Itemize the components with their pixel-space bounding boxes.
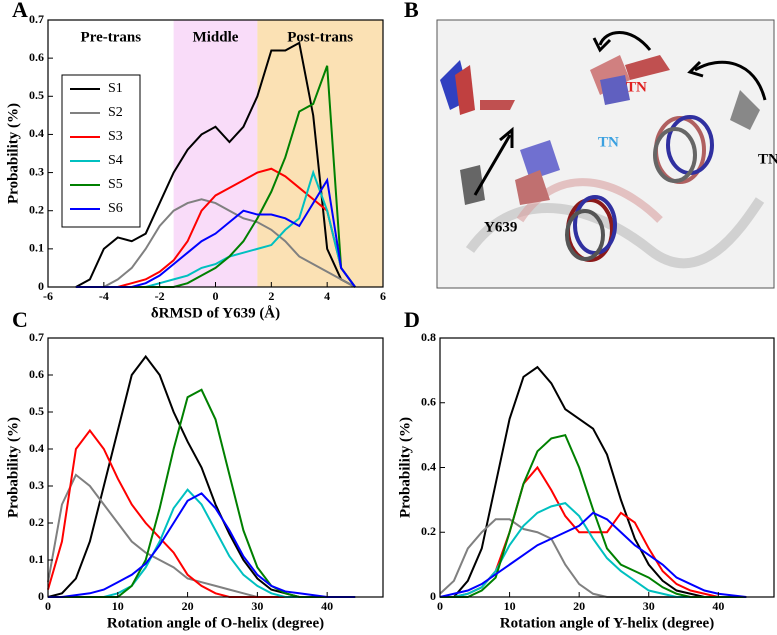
y-tick-label: 0.5	[29, 88, 44, 102]
legend-label: S3	[108, 129, 123, 144]
legend-label: S6	[108, 201, 123, 216]
region-label: Middle	[193, 29, 239, 45]
x-tick-label: 40	[321, 599, 333, 613]
x-tick-label: 10	[112, 599, 124, 613]
series-line	[440, 433, 747, 598]
region-label: Pre-trans	[81, 29, 142, 45]
structure-label: TN	[626, 79, 647, 95]
y-axis-label: Probability (%)	[5, 417, 21, 518]
y-tick-label: 0.6	[421, 395, 436, 409]
y-tick-label: 0	[38, 279, 44, 293]
y-tick-label: 0.3	[29, 478, 44, 492]
y-tick-label: 0.3	[29, 164, 44, 178]
series-line	[48, 488, 356, 598]
region-label: Post-trans	[287, 29, 353, 45]
panel-letter: B	[404, 0, 419, 22]
y-tick-label: 0.8	[421, 330, 436, 344]
x-tick-label: 10	[504, 599, 516, 613]
legend-label: S4	[108, 153, 123, 168]
series-line	[440, 365, 747, 598]
y-tick-label: 0	[38, 589, 44, 603]
series-line	[75, 198, 356, 288]
y-tick-label: 0.2	[421, 524, 436, 538]
x-tick-label: 2	[268, 289, 274, 303]
x-axis-label: Rotation angle of Y-helix (degree)	[500, 615, 714, 631]
x-axis-label: δRMSD of Y639 (Å)	[151, 305, 280, 321]
x-tick-label: 30	[643, 599, 655, 613]
x-tick-label: 40	[712, 599, 724, 613]
structure-label: Y639	[484, 219, 517, 235]
x-tick-label: 0	[45, 599, 51, 613]
panel-b	[436, 19, 775, 289]
y-tick-label: 0.6	[29, 50, 44, 64]
x-tick-label: 0	[213, 289, 219, 303]
structure-label: TN	[598, 134, 619, 150]
x-tick-label: 4	[324, 289, 330, 303]
series-line	[47, 354, 356, 598]
panel-letter: C	[12, 307, 28, 332]
y-tick-label: 0.4	[29, 126, 44, 140]
plot-frame	[47, 337, 384, 598]
ribbon	[465, 197, 765, 269]
legend-label: S2	[108, 105, 123, 120]
arrows	[473, 31, 767, 196]
helices	[565, 115, 714, 262]
legend-label: S5	[108, 177, 123, 192]
x-tick-label: 20	[573, 599, 585, 613]
y-axis-label: Probability (%)	[397, 417, 413, 518]
series-line	[439, 511, 747, 598]
x-tick-label: 0	[437, 599, 443, 613]
panel-letter: A	[12, 0, 28, 22]
x-tick-label: 20	[182, 599, 194, 613]
series-line	[75, 41, 356, 288]
series-line	[48, 492, 356, 598]
y-tick-label: 0.1	[29, 241, 44, 255]
y-tick-label: 0.2	[29, 202, 44, 216]
y-tick-label: 0.1	[29, 552, 44, 566]
panel-letter: D	[404, 307, 420, 332]
x-axis-label: Rotation angle of O-helix (degree)	[107, 615, 324, 631]
y-tick-label: 0.7	[29, 12, 44, 26]
series-line	[75, 167, 356, 288]
x-tick-label: -6	[43, 289, 53, 303]
y-tick-label: 0.7	[29, 330, 44, 344]
x-tick-label: -4	[99, 289, 109, 303]
x-tick-label: 30	[251, 599, 263, 613]
y-tick-label: 0.4	[29, 441, 44, 455]
y-tick-label: 0.5	[29, 404, 44, 418]
y-axis-label: Probability (%)	[5, 103, 21, 204]
x-tick-label: -2	[155, 289, 165, 303]
y-tick-label: 0.2	[29, 515, 44, 529]
residues	[440, 55, 760, 205]
legend-box	[61, 74, 141, 228]
y-tick-label: 0.4	[421, 459, 436, 473]
y-tick-label: 0.6	[29, 367, 44, 381]
x-tick-label: 6	[380, 289, 386, 303]
structure-label: TN	[758, 151, 777, 167]
region	[257, 20, 383, 287]
legend-label: S1	[108, 81, 123, 96]
y-tick-label: 0	[430, 589, 436, 603]
series-line	[440, 502, 747, 598]
series-line	[47, 428, 356, 598]
